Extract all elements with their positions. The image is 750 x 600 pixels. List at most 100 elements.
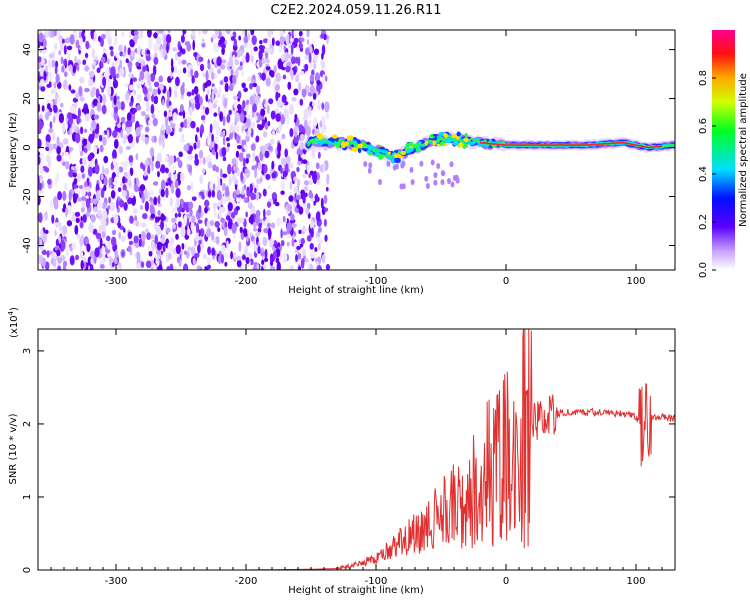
noise-blob <box>212 183 216 191</box>
noise-blob <box>119 67 125 77</box>
noise-blob <box>107 80 112 88</box>
signal-blob <box>357 143 364 149</box>
noise-blob <box>300 237 305 245</box>
noise-blob <box>243 176 247 182</box>
noise-blob <box>79 97 85 102</box>
noise-blob <box>69 127 73 136</box>
noise-blob <box>291 223 297 228</box>
noise-blob <box>235 189 241 195</box>
noise-blob <box>90 253 95 259</box>
noise-blob <box>304 258 309 263</box>
noise-blob <box>268 69 274 77</box>
noise-blob <box>228 175 232 186</box>
noise-blob <box>116 198 119 210</box>
noise-blob <box>310 250 316 259</box>
noise-blob <box>275 72 281 83</box>
signal-blob <box>354 143 358 149</box>
noise-blob <box>254 187 257 194</box>
noise-blob <box>66 112 73 120</box>
colorbar-gradient <box>712 30 735 270</box>
noise-blob <box>109 201 116 212</box>
snr-xtick-label: -100 <box>365 576 388 587</box>
noise-blob <box>50 30 56 38</box>
noise-blob <box>153 196 158 206</box>
noise-blob <box>258 57 263 68</box>
noise-blob <box>230 68 234 76</box>
noise-blob <box>232 74 237 85</box>
spectrogram-xtick-label: 100 <box>626 276 645 287</box>
noise-blob <box>109 46 114 51</box>
noise-blob <box>232 165 239 172</box>
noise-blob <box>250 30 255 36</box>
colorbar-label: Normalized spectral amplitude <box>738 73 749 227</box>
noise-blob <box>172 223 177 229</box>
noise-blob <box>214 30 220 36</box>
signal-blob <box>397 150 402 154</box>
noise-blob <box>177 51 182 57</box>
noise-blob <box>211 33 217 40</box>
noise-blob <box>38 120 43 131</box>
noise-blob <box>84 181 88 188</box>
spectrogram-ytick-label: -40 <box>22 237 33 253</box>
noise-blob <box>135 153 139 161</box>
noise-blob <box>215 235 220 245</box>
noise-blob <box>211 247 216 257</box>
noise-blob <box>183 201 187 210</box>
noise-blob <box>275 84 281 91</box>
noise-blob <box>140 162 144 170</box>
noise-blob <box>215 166 219 173</box>
noise-blob <box>105 235 111 242</box>
noise-blob <box>168 154 175 165</box>
noise-blob <box>81 195 87 201</box>
signal-blob <box>458 142 464 148</box>
noise-blob <box>321 115 326 127</box>
noise-blob <box>307 120 312 126</box>
noise-blob <box>165 227 171 233</box>
noise-blob <box>120 235 126 243</box>
noise-blob <box>116 167 120 178</box>
noise-blob <box>240 70 245 77</box>
noise-blob <box>247 252 253 260</box>
noise-blob <box>325 186 329 192</box>
noise-blob <box>112 158 117 167</box>
noise-blob <box>75 254 80 261</box>
noise-blob <box>218 206 223 218</box>
noise-blob <box>129 101 134 107</box>
noise-blob <box>181 59 187 65</box>
noise-blob <box>73 30 78 34</box>
noise-blob <box>204 199 210 208</box>
noise-blob <box>100 62 104 69</box>
noise-blob <box>164 116 169 128</box>
noise-blob <box>299 133 305 142</box>
noise-blob <box>181 243 185 250</box>
noise-blob <box>286 204 293 212</box>
noise-blob <box>150 72 156 82</box>
noise-blob <box>48 127 54 134</box>
noise-blob <box>166 265 171 270</box>
noise-blob <box>324 207 328 212</box>
noise-blob <box>38 195 41 206</box>
noise-blob <box>146 30 152 38</box>
noise-blob <box>121 189 127 198</box>
noise-blob <box>238 152 244 162</box>
signal-blob <box>417 141 422 145</box>
noise-blob <box>80 207 85 213</box>
faint-blob <box>424 175 429 182</box>
signal-blob <box>367 145 374 150</box>
noise-blob <box>126 112 132 123</box>
noise-blob <box>233 235 236 240</box>
noise-blob <box>125 91 130 101</box>
noise-blob <box>254 115 258 121</box>
noise-blob <box>303 180 309 186</box>
noise-blob <box>323 33 327 41</box>
noise-blob <box>79 46 82 51</box>
noise-blob <box>154 255 160 260</box>
noise-blob <box>206 264 211 270</box>
noise-blob <box>178 111 184 116</box>
noise-blob <box>165 187 169 199</box>
noise-blob <box>144 159 149 168</box>
noise-blob <box>191 30 196 37</box>
noise-blob <box>205 94 209 103</box>
noise-blob <box>165 125 172 135</box>
noise-blob <box>257 241 261 246</box>
